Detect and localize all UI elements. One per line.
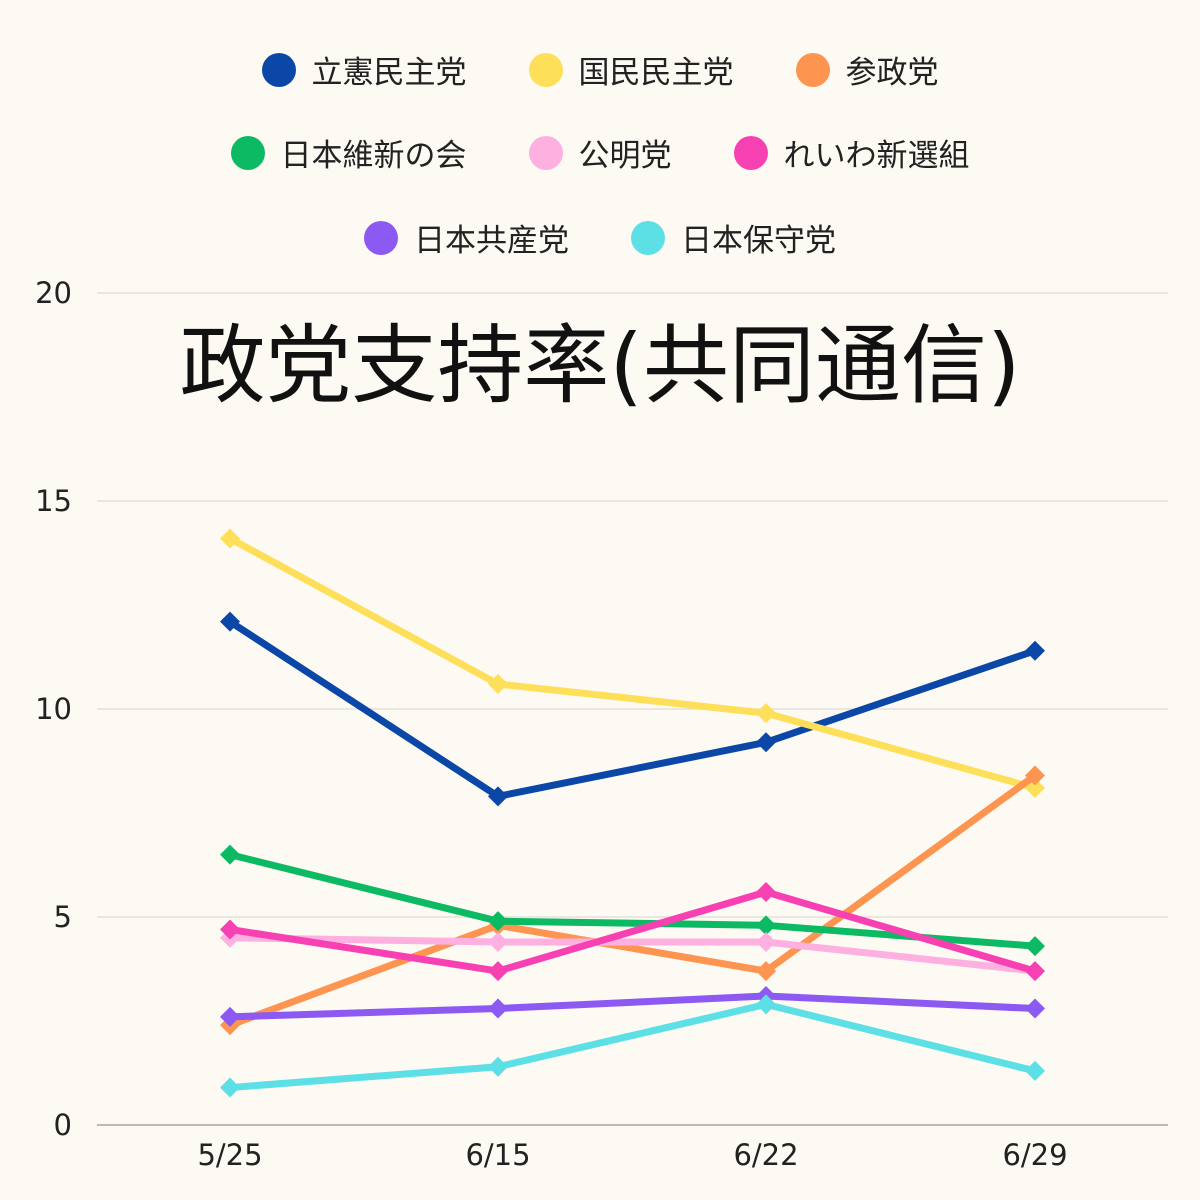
- data-point[interactable]: [1025, 998, 1045, 1019]
- series: [220, 986, 1045, 1027]
- legend-item[interactable]: 立憲民主党: [261, 47, 467, 92]
- series-line: [226, 992, 1039, 1021]
- series-line: [226, 851, 1039, 950]
- data-point[interactable]: [1025, 765, 1045, 786]
- series-line: [226, 618, 1039, 800]
- data-point[interactable]: [220, 919, 240, 940]
- legend-item[interactable]: 日本共産党: [364, 215, 569, 260]
- legend-row-3: 日本共産党 日本保守党: [0, 215, 1200, 260]
- data-point[interactable]: [756, 915, 776, 936]
- series-line: [226, 534, 1039, 792]
- legend-item[interactable]: 参政党: [795, 47, 939, 92]
- legend-row-2: 日本維新の会 公明党 れいわ新選組: [0, 130, 1200, 175]
- data-point[interactable]: [488, 961, 508, 982]
- data-point[interactable]: [220, 1006, 240, 1027]
- x-tick-label: 6/29: [1002, 1138, 1067, 1172]
- data-point[interactable]: [488, 674, 508, 695]
- data-point[interactable]: [488, 786, 508, 807]
- data-point[interactable]: [756, 994, 776, 1015]
- series-line: [226, 1000, 1039, 1092]
- data-point[interactable]: [1025, 1060, 1045, 1081]
- data-point[interactable]: [1025, 961, 1045, 982]
- x-tick-label: 6/15: [465, 1138, 530, 1172]
- legend-label: 日本共産党: [414, 223, 569, 259]
- data-point[interactable]: [756, 703, 776, 724]
- data-point[interactable]: [756, 732, 776, 753]
- data-point[interactable]: [1025, 640, 1045, 661]
- chart-title: 政党支持率(共同通信): [179, 316, 1020, 416]
- legend-label: 公明党: [578, 138, 672, 174]
- legend-swatch-hoshu: [631, 220, 665, 255]
- legend-label: 国民民主党: [578, 55, 734, 91]
- y-tick-label: 20: [35, 276, 72, 310]
- x-axis-ticks: 5/25 6/15 6/22 6/29: [197, 1138, 1067, 1172]
- grid-lines: [97, 292, 1168, 1126]
- legend-swatch-sansei: [795, 52, 830, 87]
- x-tick-label: 5/25: [197, 1138, 262, 1172]
- data-point[interactable]: [488, 998, 508, 1019]
- y-axis-ticks: 0 5 10 15 20: [35, 276, 72, 1142]
- data-point[interactable]: [756, 931, 776, 952]
- legend-row-1: 立憲民主党 国民民主党 参政党: [0, 47, 1200, 92]
- y-tick-label: 0: [54, 1108, 72, 1142]
- series: [220, 882, 1045, 982]
- series: [220, 994, 1045, 1098]
- legend-item[interactable]: れいわ新選組: [733, 130, 970, 175]
- data-point[interactable]: [1025, 936, 1045, 957]
- data-point[interactable]: [488, 911, 508, 932]
- series-lines: [220, 528, 1045, 1098]
- legend-label: 立憲民主党: [311, 55, 467, 91]
- legend-label: 日本保守党: [681, 223, 836, 259]
- legend-item[interactable]: 公明党: [528, 130, 672, 175]
- legend-swatch-rikken: [261, 52, 296, 87]
- data-point[interactable]: [488, 931, 508, 952]
- series-line: [226, 934, 1039, 975]
- series-line: [226, 772, 1039, 1029]
- series-line: [226, 888, 1039, 975]
- x-tick-label: 6/22: [733, 1138, 798, 1172]
- y-tick-label: 10: [35, 692, 72, 726]
- series: [220, 528, 1045, 799]
- data-point[interactable]: [756, 882, 776, 903]
- data-point[interactable]: [756, 961, 776, 982]
- legend-swatch-reiwa: [733, 135, 768, 170]
- y-tick-label: 15: [35, 484, 72, 518]
- data-point[interactable]: [220, 611, 240, 632]
- series: [220, 611, 1045, 807]
- legend-swatch-kyosan: [364, 220, 398, 255]
- legend-label: 参政党: [845, 55, 939, 91]
- data-point[interactable]: [220, 844, 240, 865]
- legend-item[interactable]: 日本保守党: [631, 215, 836, 260]
- legend-item[interactable]: 国民民主党: [528, 47, 734, 92]
- legend-label: れいわ新選組: [783, 138, 970, 174]
- legend-item[interactable]: 日本維新の会: [230, 130, 467, 175]
- legend-swatch-kokumin: [528, 52, 563, 87]
- series: [220, 844, 1045, 957]
- data-point[interactable]: [220, 1077, 240, 1098]
- y-tick-label: 5: [54, 900, 72, 934]
- legend-swatch-komei: [528, 135, 563, 170]
- series: [220, 765, 1045, 1036]
- data-point[interactable]: [220, 528, 240, 549]
- data-point[interactable]: [488, 1056, 508, 1077]
- legend-swatch-ishin: [230, 135, 265, 170]
- legend-label: 日本維新の会: [280, 138, 467, 174]
